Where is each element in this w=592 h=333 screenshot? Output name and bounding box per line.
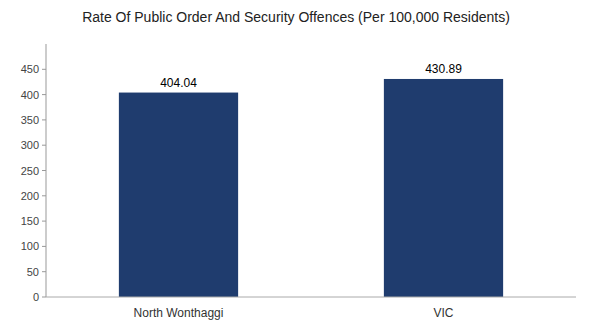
bar [384, 79, 503, 297]
y-tick [42, 297, 46, 298]
y-tick-label: 400 [21, 89, 39, 101]
x-axis-line [46, 297, 576, 298]
y-tick [42, 195, 46, 196]
bar [119, 93, 238, 297]
y-tick [42, 69, 46, 70]
y-tick [42, 271, 46, 272]
y-tick-label: 0 [33, 291, 39, 303]
y-tick-label: 350 [21, 114, 39, 126]
y-tick [42, 170, 46, 171]
y-tick [42, 94, 46, 95]
bars [119, 79, 503, 297]
chart-container: Rate Of Public Order And Security Offenc… [0, 0, 592, 333]
y-axis-line [46, 44, 47, 297]
chart: Rate Of Public Order And Security Offenc… [0, 0, 592, 333]
y-tick-label: 300 [21, 139, 39, 151]
y-tick [42, 119, 46, 120]
y-tick [42, 221, 46, 222]
x-tick-label: North Wonthaggi [134, 306, 224, 320]
data-label: 404.04 [160, 76, 197, 90]
data-label: 430.89 [425, 62, 462, 76]
y-tick-label: 250 [21, 165, 39, 177]
y-tick [42, 145, 46, 146]
y-tick-label: 50 [27, 266, 39, 278]
y-tick-label: 100 [21, 240, 39, 252]
y-tick-label: 450 [21, 63, 39, 75]
title: Rate Of Public Order And Security Offenc… [82, 9, 510, 25]
x-tick-label: VIC [433, 306, 453, 320]
y-tick [42, 246, 46, 247]
y-tick-label: 150 [21, 215, 39, 227]
y-tick-label: 200 [21, 190, 39, 202]
